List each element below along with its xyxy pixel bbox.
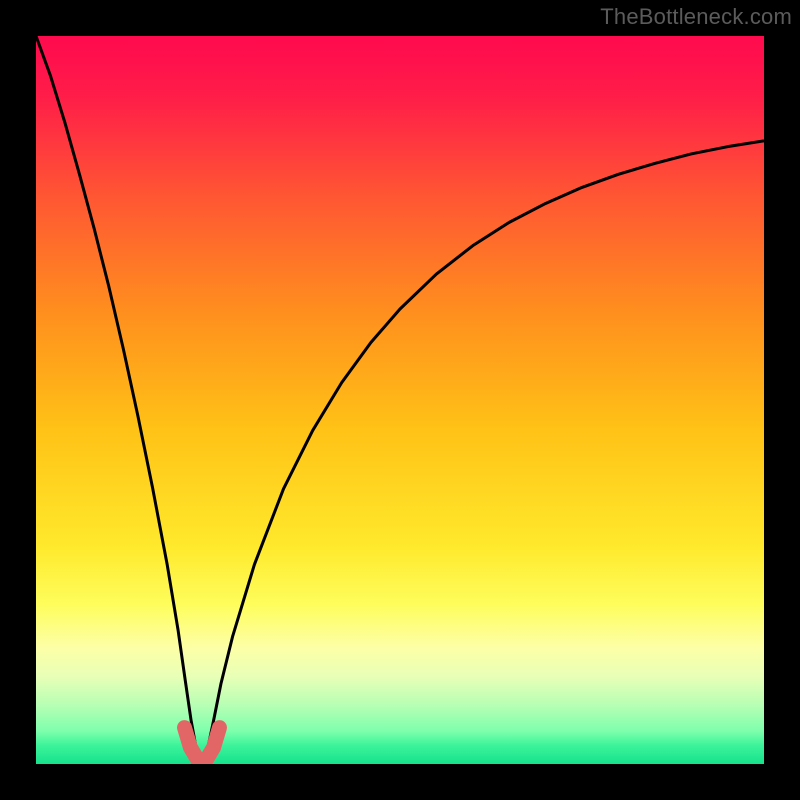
chart-container: TheBottleneck.com	[0, 0, 800, 800]
gradient-background	[36, 36, 764, 764]
bottleneck-chart	[0, 0, 800, 800]
watermark-label: TheBottleneck.com	[600, 4, 792, 30]
